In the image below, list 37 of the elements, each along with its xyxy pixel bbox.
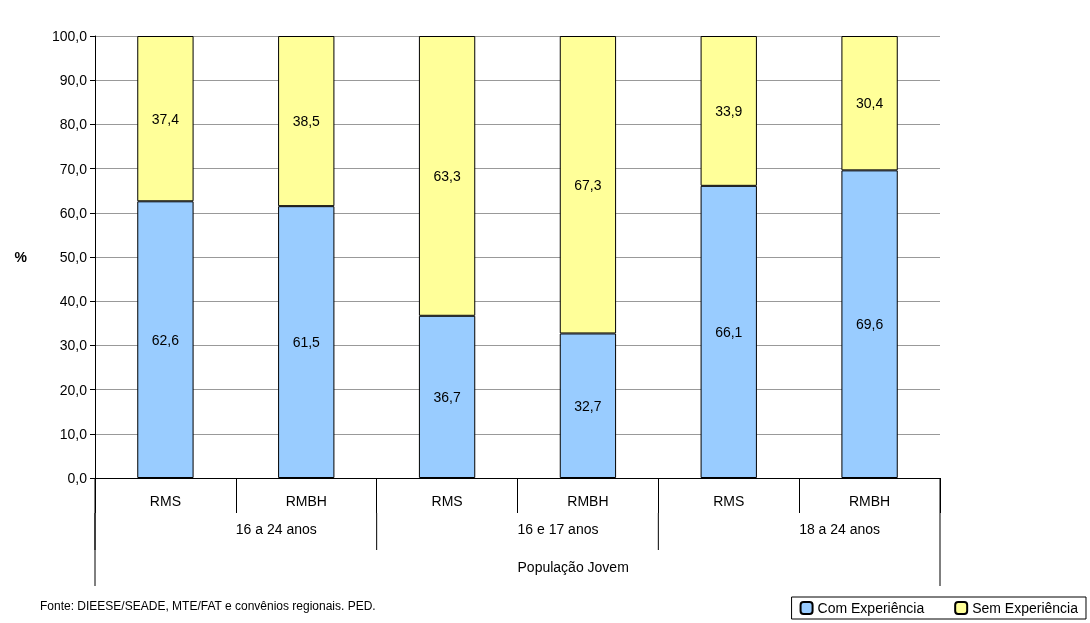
y-tick-label: 70,0 [59, 160, 88, 177]
y-tick-label: 0,0 [67, 470, 88, 486]
y-tick-label: 20,0 [59, 381, 88, 398]
data-label: 61,5 [292, 334, 321, 351]
text: 16 e 17 anos [517, 521, 599, 537]
y-tick-label: 60,0 [59, 204, 88, 221]
data-label: 32,7 [574, 397, 602, 414]
data-label: 66,1 [715, 323, 743, 340]
y-tick-label: 10,0 [59, 425, 88, 442]
y-tick-label: 100,0 [51, 28, 88, 44]
data-label: 30,4 [855, 95, 884, 112]
data-label: 33,9 [715, 102, 743, 119]
text: 16 a 24 anos [235, 521, 317, 537]
data-label: 63,3 [433, 167, 461, 184]
y-tick-label: 90,0 [59, 72, 88, 89]
x-tick-label: RMBH [848, 493, 891, 509]
y-axis-title: % [14, 249, 28, 265]
x-tick-label: RMBH [285, 493, 327, 509]
source-note: Fonte: DIEESE/SEADE, MTE/FAT e convênios regionais. PED. [40, 599, 376, 613]
data-label: 67,3 [574, 176, 602, 193]
text: 18 a 24 anos [799, 521, 881, 537]
data-label: 38,5 [292, 113, 321, 130]
x-tick-label: RMS [149, 493, 181, 509]
legend-label: Sem Experiência [972, 600, 1079, 616]
legend-label: Com Experiência [817, 600, 925, 616]
y-tick-label: 50,0 [59, 249, 88, 265]
data-label: 69,6 [855, 316, 884, 333]
y-tick-label: 80,0 [59, 116, 88, 133]
data-label: 62,6 [151, 331, 180, 348]
x-tick-label: RMS [431, 493, 463, 509]
y-tick-label: 40,0 [59, 293, 88, 310]
data-label: 37,4 [151, 110, 180, 127]
data-label: 36,7 [433, 388, 461, 405]
x-axis-title: População Jovem [517, 559, 629, 575]
x-tick-label: RMBH [567, 493, 609, 509]
y-tick-label: 30,0 [59, 337, 88, 354]
x-tick-label: RMS [713, 493, 745, 509]
